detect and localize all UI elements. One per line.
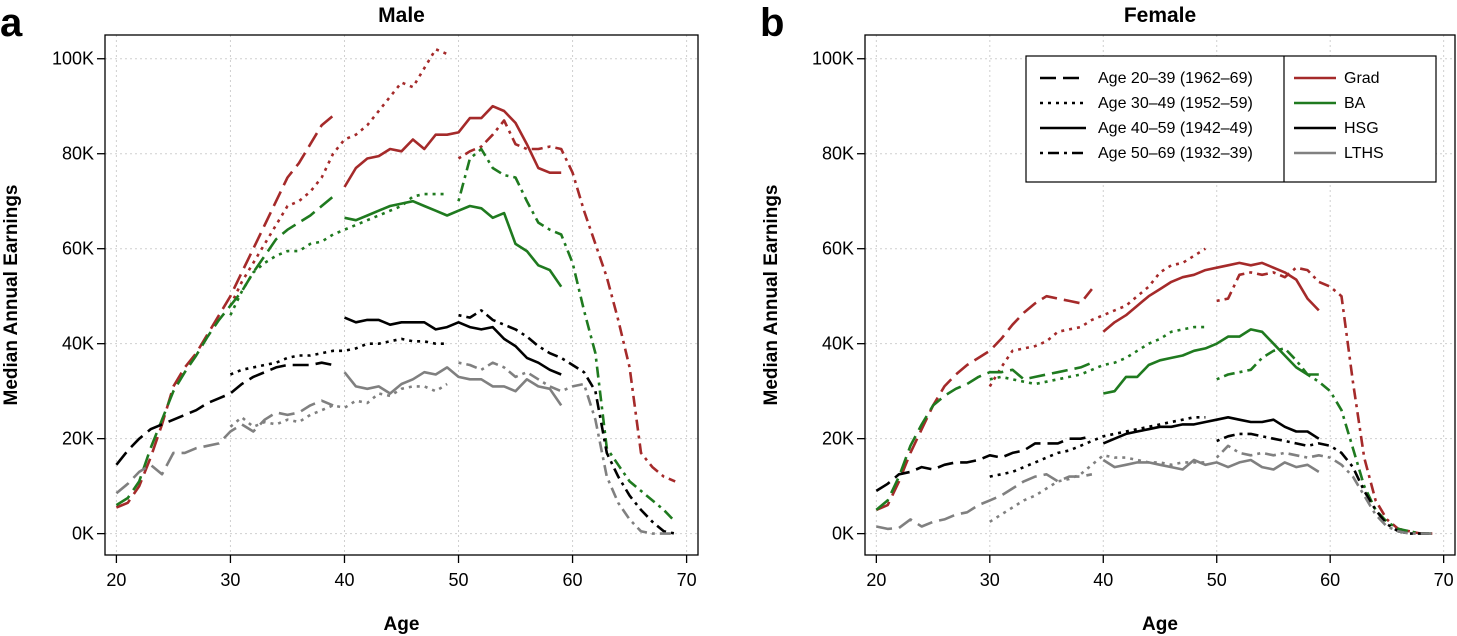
legend-label: Age 20–39 (1962–69) bbox=[1098, 70, 1253, 87]
y-tick-label: 60K bbox=[822, 239, 854, 259]
chart-title: Female bbox=[1124, 4, 1196, 27]
series-line-ba-longdash bbox=[115, 195, 334, 507]
series-line-lths-dotted bbox=[989, 453, 1206, 523]
x-tick-label: 30 bbox=[980, 570, 1000, 590]
legend-label: LTHS bbox=[1344, 145, 1384, 162]
series-line-ba-longdash bbox=[875, 361, 1093, 511]
x-tick-label: 60 bbox=[1320, 570, 1340, 590]
legend-label: Age 40–59 (1942–49) bbox=[1098, 120, 1253, 137]
legend-label: HSG bbox=[1344, 120, 1379, 137]
x-tick-label: 40 bbox=[334, 570, 354, 590]
series-line-lths-longdash bbox=[115, 399, 334, 495]
series-line-ba-solid bbox=[344, 199, 563, 288]
series-line-ba-solid bbox=[1103, 328, 1319, 395]
series-line-lths-dotdash bbox=[1215, 444, 1433, 535]
series-line-grad-longdash bbox=[875, 288, 1093, 512]
series-line-ba-dotdash bbox=[1216, 347, 1433, 535]
series-line-hsg-dotdash bbox=[1216, 432, 1433, 535]
series-line-grad-solid bbox=[343, 104, 562, 188]
legend-label: Grad bbox=[1344, 70, 1380, 87]
y-axis-label: Median Annual Earnings bbox=[1, 185, 22, 406]
series-line-hsg-solid bbox=[344, 316, 562, 376]
series-line-grad-dotdash bbox=[1216, 266, 1433, 535]
series-line-lths-dotted bbox=[229, 382, 448, 429]
x-tick-label: 30 bbox=[220, 570, 240, 590]
plot-frame bbox=[104, 34, 699, 556]
series-line-hsg-dotted bbox=[229, 337, 448, 376]
legend-label: Age 30–49 (1952–59) bbox=[1098, 95, 1253, 112]
series-line-ba-dotted bbox=[989, 325, 1206, 386]
panel-letter: a bbox=[0, 1, 23, 45]
plot-frame bbox=[864, 34, 1456, 556]
y-tick-label: 80K bbox=[62, 144, 94, 164]
y-tick-label: 20K bbox=[62, 429, 94, 449]
x-tick-label: 40 bbox=[1093, 570, 1113, 590]
series-line-grad-dotdash bbox=[457, 119, 676, 483]
x-axis-label: Age bbox=[1142, 614, 1178, 635]
series-line-grad-longdash bbox=[115, 114, 334, 509]
series-line-hsg-solid bbox=[1102, 415, 1320, 445]
y-tick-label: 60K bbox=[62, 239, 94, 259]
x-tick-label: 70 bbox=[677, 570, 697, 590]
series-line-grad-solid bbox=[1102, 261, 1320, 333]
x-axis-label: Age bbox=[384, 614, 420, 635]
series-line-lths-longdash bbox=[876, 472, 1093, 531]
series-line-hsg-longdash bbox=[115, 361, 334, 466]
legend-box bbox=[1025, 55, 1437, 183]
legend: Age 20–39 (1962–69) Age 30–49 (1952–59) Ag… bbox=[1025, 55, 1437, 183]
x-tick-label: 20 bbox=[866, 570, 886, 590]
series-line-hsg-dotdash bbox=[458, 309, 676, 535]
y-tick-label: 40K bbox=[62, 334, 94, 354]
series-line-lths-solid bbox=[1102, 458, 1320, 474]
chart-title: Male bbox=[378, 4, 425, 27]
panel-letter: b bbox=[760, 1, 784, 45]
legend-label: BA bbox=[1344, 95, 1366, 112]
y-tick-label: 80K bbox=[822, 144, 854, 164]
x-tick-label: 50 bbox=[1207, 570, 1227, 590]
series-line-ba-dotdash bbox=[457, 147, 677, 523]
x-tick-label: 60 bbox=[563, 570, 583, 590]
y-tick-label: 20K bbox=[822, 429, 854, 449]
series-line-lths-solid bbox=[343, 366, 563, 407]
series-line-grad-dotted bbox=[988, 247, 1207, 388]
y-tick-label: 100K bbox=[52, 49, 94, 69]
panel-a-male: 20 30 40 50 60 70 0K 20K 40K 60K 80K 100K Age Median … bbox=[0, 1, 699, 635]
x-tick-label: 50 bbox=[449, 570, 469, 590]
series-line-lths-dotdash bbox=[458, 361, 676, 535]
series-line-hsg-dotted bbox=[989, 415, 1206, 478]
y-tick-label: 40K bbox=[822, 334, 854, 354]
panel-b-female: 20 30 40 50 60 70 0K 20K 40K 60K 80K 100K Age Median … bbox=[760, 1, 1456, 635]
series-line-ba-dotted bbox=[229, 192, 448, 316]
y-tick-label: 100K bbox=[812, 49, 854, 69]
series-line-grad-dotted bbox=[229, 47, 448, 307]
x-tick-label: 20 bbox=[106, 570, 126, 590]
y-axis-label: Median Annual Earnings bbox=[761, 185, 782, 406]
y-tick-label: 0K bbox=[832, 524, 854, 544]
y-tick-label: 0K bbox=[72, 524, 94, 544]
x-tick-label: 70 bbox=[1434, 570, 1454, 590]
series-line-hsg-longdash bbox=[875, 435, 1093, 493]
legend-label: Age 50–69 (1932–39) bbox=[1098, 145, 1253, 162]
